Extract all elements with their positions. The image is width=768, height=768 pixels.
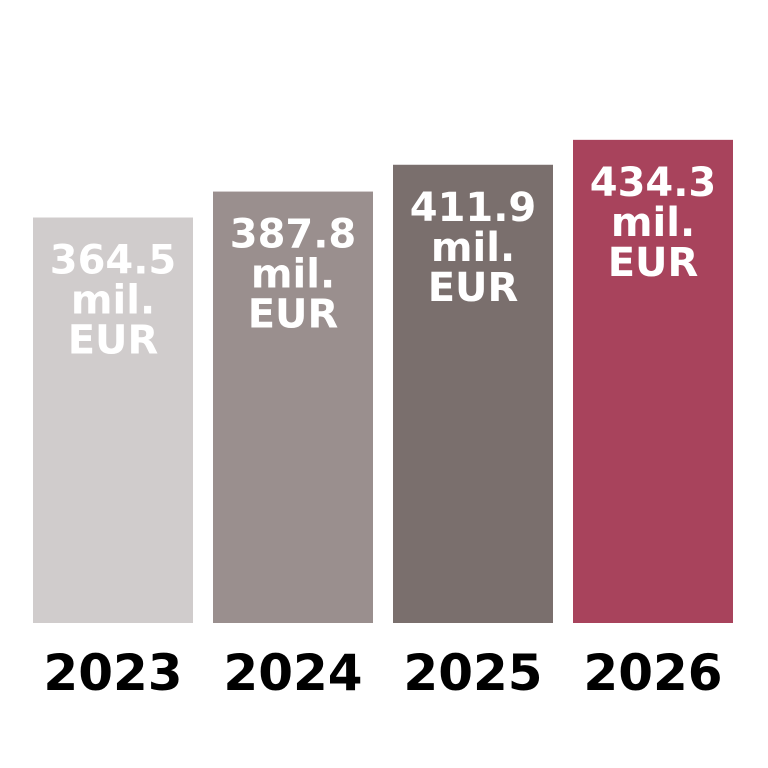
- value-label: 364.5 mil. EUR: [50, 237, 177, 363]
- bar: [213, 191, 373, 623]
- x-tick-label: 2025: [403, 644, 542, 702]
- bar: [393, 164, 553, 624]
- value-label: 434.3 mil. EUR: [590, 160, 717, 286]
- bar: [573, 139, 733, 623]
- bar: [33, 217, 193, 623]
- value-label: 387.8 mil. EUR: [230, 212, 357, 338]
- x-tick-label: 2024: [223, 644, 362, 702]
- value-label: 411.9 mil. EUR: [410, 185, 537, 311]
- x-tick-label: 2023: [43, 644, 182, 702]
- x-tick-label: 2026: [583, 644, 722, 702]
